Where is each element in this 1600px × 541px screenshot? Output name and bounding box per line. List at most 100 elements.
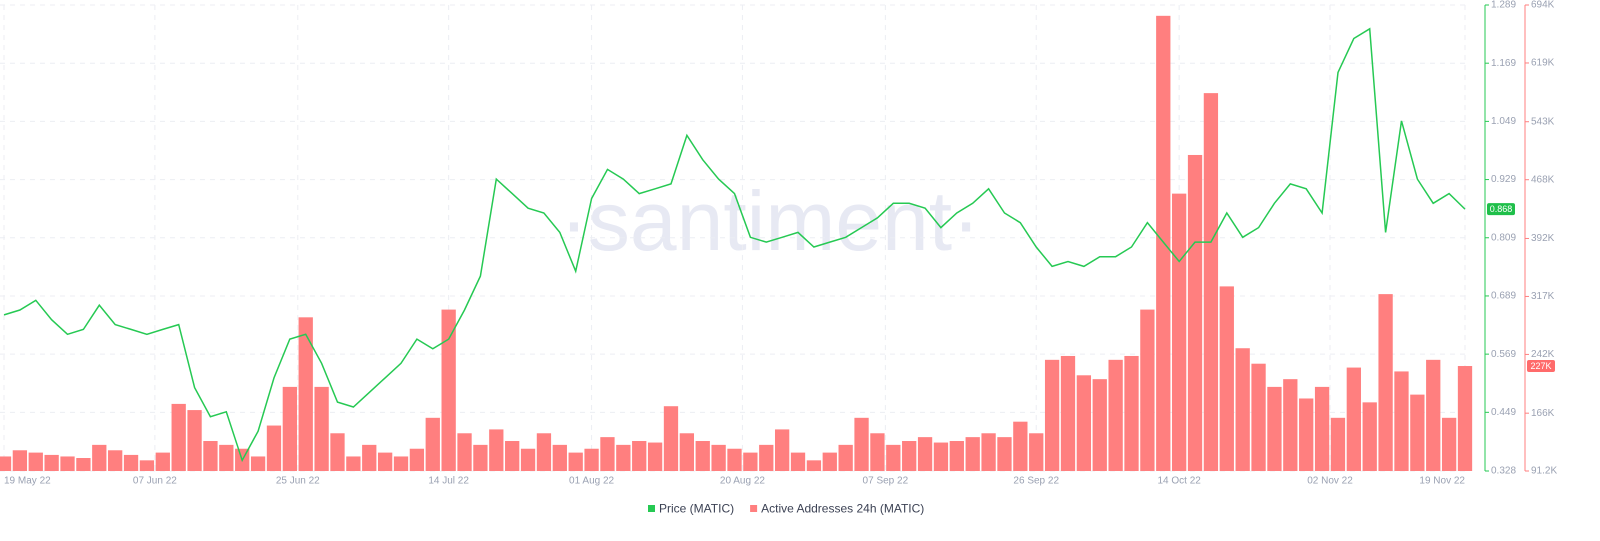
- bar: [266, 425, 282, 471]
- bar: [1330, 417, 1346, 471]
- bar: [60, 456, 75, 471]
- bar: [1124, 355, 1139, 471]
- bar: [743, 452, 758, 471]
- bar: [1362, 402, 1377, 471]
- x-tick-label: 19 May 22: [4, 476, 51, 487]
- bar: [759, 444, 774, 471]
- bar: [457, 433, 472, 471]
- bar: [1076, 375, 1092, 471]
- bar: [171, 403, 186, 471]
- bar: [346, 456, 361, 471]
- bar: [92, 444, 107, 471]
- bar: [1108, 359, 1123, 471]
- legend-label[interactable]: Active Addresses 24h (MATIC): [761, 502, 924, 516]
- bar: [536, 433, 552, 471]
- bar: [155, 452, 170, 471]
- bar: [377, 452, 393, 471]
- y-tick-label: 0.809: [1491, 232, 1516, 243]
- bar: [568, 452, 583, 471]
- bar: [203, 441, 218, 471]
- legend-swatch: [648, 505, 655, 512]
- bar: [298, 317, 313, 471]
- bar: [584, 448, 599, 471]
- y-tick-label: 1.289: [1491, 0, 1516, 11]
- bar: [1187, 154, 1203, 471]
- bar: [822, 452, 837, 471]
- bar: [663, 406, 679, 471]
- x-tick-label: 14 Oct 22: [1157, 476, 1201, 487]
- bar: [679, 433, 695, 471]
- bar: [28, 452, 43, 471]
- bar: [473, 444, 488, 471]
- bar-series: [0, 15, 1473, 472]
- x-tick-label: 26 Sep 22: [1013, 476, 1059, 487]
- bar: [1441, 417, 1457, 471]
- bar: [1299, 398, 1314, 471]
- legend-swatch: [750, 505, 758, 512]
- bar: [1140, 309, 1155, 471]
- bar: [330, 433, 345, 471]
- bar: [1251, 363, 1266, 471]
- x-tick-label: 20 Aug 22: [720, 476, 765, 487]
- legend-label[interactable]: Price (MATIC): [659, 502, 734, 516]
- bar: [1346, 367, 1361, 471]
- y-tick-label: 0.929: [1491, 174, 1516, 185]
- bar: [632, 441, 647, 471]
- bar: [616, 444, 631, 471]
- bar: [1378, 294, 1393, 471]
- bar: [1267, 386, 1282, 471]
- bar: [393, 456, 409, 471]
- bar: [933, 442, 949, 471]
- x-tick-label: 14 Jul 22: [428, 476, 469, 487]
- x-tick-label: 07 Jun 22: [133, 476, 177, 487]
- bar: [409, 448, 425, 471]
- bar: [949, 441, 964, 471]
- bar: [489, 429, 504, 471]
- bar: [838, 444, 853, 471]
- y2-tick-label: 694K: [1531, 0, 1555, 11]
- bar: [314, 386, 329, 471]
- bar: [520, 448, 536, 471]
- bar: [1092, 379, 1107, 471]
- bar: [219, 444, 234, 471]
- bar: [600, 437, 615, 471]
- current-value-badge: [1527, 360, 1555, 373]
- bar: [362, 444, 377, 471]
- y2-tick-label: 543K: [1531, 116, 1555, 127]
- bar: [552, 444, 567, 471]
- bar: [1013, 421, 1028, 471]
- price-line: [3, 27, 1466, 463]
- bar: [1410, 394, 1425, 471]
- bar: [1457, 366, 1473, 471]
- x-tick-label: 07 Sep 22: [863, 476, 909, 487]
- bar: [1203, 93, 1219, 472]
- bar: [806, 460, 822, 471]
- bar: [187, 410, 202, 471]
- bar: [774, 429, 790, 471]
- bar: [1060, 355, 1076, 471]
- bar: [505, 441, 520, 471]
- bar: [441, 309, 456, 471]
- bar: [790, 452, 806, 471]
- current-value-label: 0.868: [1490, 204, 1513, 214]
- current-value-label: 227K: [1530, 361, 1551, 371]
- y2-tick-label: 468K: [1531, 174, 1555, 185]
- bar: [917, 437, 933, 471]
- bar: [965, 437, 980, 471]
- y2-tick-label: 91.2K: [1531, 466, 1557, 477]
- bar: [1219, 286, 1234, 471]
- y-tick-label: 0.328: [1491, 466, 1516, 477]
- bar: [425, 417, 440, 471]
- bar: [1029, 433, 1044, 471]
- x-tick-label: 01 Aug 22: [569, 476, 614, 487]
- x-tick-label: 25 Jun 22: [276, 476, 320, 487]
- bar: [1314, 386, 1330, 471]
- bar: [870, 433, 885, 471]
- y-tick-label: 1.049: [1491, 116, 1516, 127]
- y-tick-label: 0.449: [1491, 407, 1516, 418]
- bar: [1172, 193, 1187, 471]
- y2-tick-label: 317K: [1531, 291, 1555, 302]
- bar: [981, 433, 996, 471]
- bar: [1394, 371, 1409, 471]
